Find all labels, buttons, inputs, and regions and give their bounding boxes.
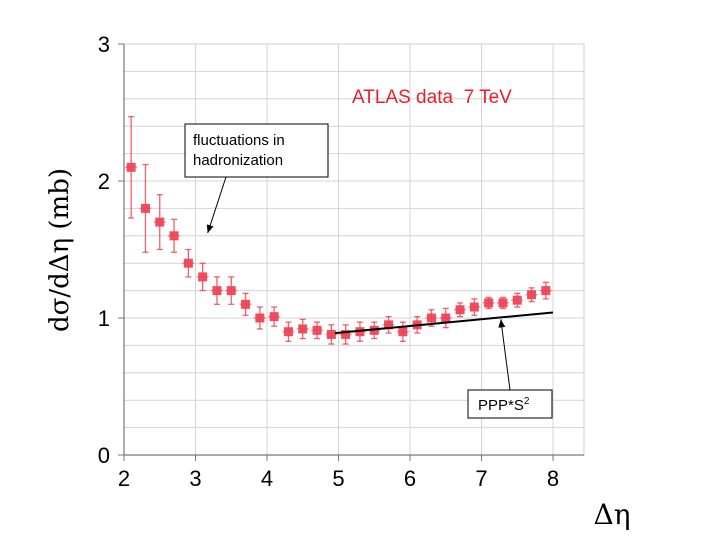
marker	[455, 305, 465, 315]
annotation-superscript: 2	[524, 396, 530, 407]
marker	[326, 329, 336, 339]
annotation-fluctuations: fluctuations in hadronization	[184, 123, 329, 178]
data-point	[210, 276, 223, 305]
data-point	[125, 115, 138, 219]
data-point	[496, 296, 509, 310]
marker	[126, 162, 136, 172]
y-tick-label: 0	[98, 443, 110, 468]
data-point	[282, 321, 295, 342]
data-point	[239, 292, 252, 316]
data-point	[539, 281, 552, 300]
annotation-line-2: hadronization	[193, 152, 283, 169]
marker	[498, 298, 508, 308]
marker	[469, 302, 479, 312]
annotation-arrows	[206, 176, 511, 391]
marker	[312, 325, 322, 335]
x-tick-label: 6	[404, 466, 416, 491]
data-point	[439, 307, 452, 329]
data-point	[182, 248, 195, 278]
x-tick-label: 7	[475, 466, 487, 491]
marker	[426, 313, 436, 323]
data-point	[382, 315, 395, 334]
data-point	[153, 194, 166, 251]
x-tick-label: 2	[118, 466, 130, 491]
ticks: 2 3 4 5 6 7 8 0 1 2 3	[98, 32, 559, 491]
annotation-box	[184, 123, 329, 178]
arrow-shaft	[500, 319, 511, 391]
data-point	[168, 218, 181, 253]
marker	[226, 286, 236, 296]
x-tick-label: 3	[189, 466, 201, 491]
marker	[241, 299, 251, 309]
data-point	[253, 306, 266, 330]
data-point	[482, 296, 495, 310]
data-point	[468, 298, 481, 316]
annotation-line-1: fluctuations in	[193, 132, 285, 149]
marker	[341, 329, 351, 339]
marker	[183, 258, 193, 268]
marker	[140, 203, 150, 213]
marker	[298, 324, 308, 334]
model-line	[334, 311, 554, 335]
marker	[441, 313, 451, 323]
marker	[255, 313, 265, 323]
marker	[541, 286, 551, 296]
axes	[123, 44, 584, 456]
marker	[212, 286, 222, 296]
y-axis-label: dσ/dΔη (mb)	[45, 168, 75, 332]
data-point	[196, 262, 209, 292]
annotation-ppp: PPP*S2	[467, 389, 553, 419]
x-tick-label: 8	[547, 466, 559, 491]
arrow-ppp	[498, 319, 511, 391]
marker	[155, 217, 165, 227]
marker	[527, 290, 537, 300]
marker	[283, 327, 293, 337]
data-point	[268, 306, 281, 327]
y-tick-label: 1	[98, 306, 110, 331]
arrow-shaft	[207, 176, 227, 234]
annotation-text: PPP*S	[478, 397, 524, 414]
data-point	[339, 324, 352, 345]
data-point	[325, 324, 338, 345]
marker	[484, 298, 494, 308]
marker	[398, 327, 408, 337]
data-point	[225, 276, 238, 305]
annotation-box	[467, 389, 553, 419]
experiment-tag: ATLAS data 7 TeV	[352, 87, 512, 108]
x-tick-label: 4	[261, 466, 273, 491]
marker	[198, 272, 208, 282]
x-tick-label: 5	[332, 466, 344, 491]
y-tick-label: 2	[98, 169, 110, 194]
marker	[384, 320, 394, 330]
marker	[512, 295, 522, 305]
data-point	[139, 163, 152, 253]
model-series	[334, 311, 554, 335]
data-point	[296, 318, 309, 340]
data-point	[454, 302, 467, 318]
data-point	[425, 309, 438, 327]
arrow-head	[498, 319, 506, 328]
arrow-fluctuations	[206, 176, 227, 234]
y-tick-label: 3	[98, 32, 110, 57]
marker	[269, 312, 279, 322]
x-axis-label: Δη	[594, 498, 631, 531]
data-point	[525, 287, 538, 303]
arrow-head	[206, 224, 214, 234]
marker	[169, 231, 179, 241]
annotation-label: PPP*S2	[478, 396, 530, 414]
data-point	[311, 321, 324, 340]
data-point	[511, 292, 524, 308]
data-point	[396, 321, 409, 342]
